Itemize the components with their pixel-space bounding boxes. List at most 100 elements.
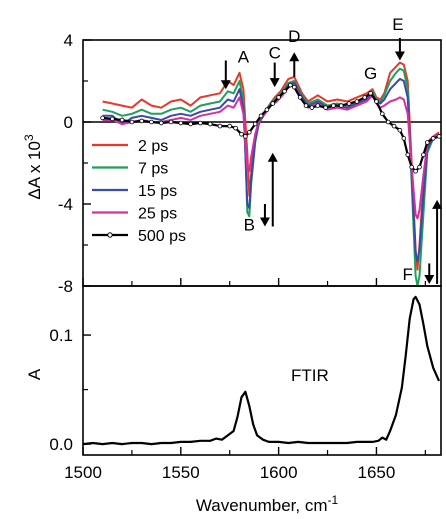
arrow-head xyxy=(259,217,270,227)
legend-label: 500 ps xyxy=(138,228,186,245)
data-point xyxy=(188,121,193,127)
legend-label: 2 ps xyxy=(138,138,168,155)
data-point xyxy=(258,113,264,119)
top-panel: 4 0 -4 -8 A B CD G E F xyxy=(58,15,443,296)
x-tick-label: 1550 xyxy=(162,463,200,482)
data-point xyxy=(417,164,422,170)
data-point xyxy=(331,103,336,108)
arrow-head xyxy=(394,51,405,61)
peak-label-G: G xyxy=(364,64,377,83)
data-point xyxy=(282,88,287,94)
data-point xyxy=(252,121,258,127)
data-point xyxy=(207,121,213,127)
data-point xyxy=(119,117,125,123)
data-point xyxy=(362,95,368,100)
x-tick-label: 1500 xyxy=(64,463,102,482)
data-point xyxy=(227,123,233,129)
series-line-2-ps xyxy=(102,61,440,271)
x-tick-label: 1600 xyxy=(260,463,298,482)
ftir-label: FTIR xyxy=(291,366,329,385)
data-point xyxy=(243,134,248,139)
data-point xyxy=(276,95,281,100)
arrow-head xyxy=(269,78,280,88)
arrow-down xyxy=(259,204,270,227)
legend-label: 7 ps xyxy=(138,161,168,178)
y-tick-label: 0 xyxy=(64,113,73,132)
data-point xyxy=(397,127,403,133)
y-axis-title-bottom: A xyxy=(25,368,44,380)
data-point xyxy=(391,123,397,129)
peak-label-D: D xyxy=(288,27,300,46)
arrow-head xyxy=(424,274,435,284)
arrow-head xyxy=(432,199,443,209)
data-point xyxy=(239,132,244,137)
arrow-down xyxy=(424,263,435,284)
y-axis-title-top: ΔA x 103 xyxy=(22,134,44,200)
data-point xyxy=(233,125,238,131)
data-point xyxy=(288,82,293,88)
data-point xyxy=(436,134,442,139)
data-point xyxy=(198,120,203,126)
y-axis-title-main: ΔA x 10 xyxy=(25,141,44,200)
x-tick-label: 1650 xyxy=(358,463,396,482)
y-tick-label: -8 xyxy=(58,277,73,296)
ftir-line xyxy=(82,295,441,446)
data-point xyxy=(413,168,418,174)
arrow-up xyxy=(289,52,300,77)
y-axis-title-sup: 3 xyxy=(22,134,36,141)
bottom-plot-frame xyxy=(82,285,442,456)
data-point xyxy=(110,116,115,122)
peak-label-B: B xyxy=(244,216,255,235)
data-point xyxy=(346,101,352,106)
y-tick-label: 0.0 xyxy=(49,435,73,454)
arrow-head xyxy=(220,80,231,90)
data-point xyxy=(421,152,426,158)
data-point xyxy=(100,115,105,121)
peak-label-F: F xyxy=(403,265,413,284)
data-point xyxy=(178,120,184,126)
arrow-up xyxy=(267,152,278,227)
arrow-head xyxy=(267,152,278,162)
data-point xyxy=(129,119,135,125)
y-tick-label: 0.1 xyxy=(49,326,73,345)
peak-label-C: C xyxy=(269,43,281,62)
y-tick-label: -4 xyxy=(58,195,73,214)
data-point xyxy=(409,164,414,170)
data-point xyxy=(139,118,144,124)
data-point xyxy=(297,95,303,100)
data-point xyxy=(430,136,436,141)
legend-label: 25 ps xyxy=(138,206,177,223)
data-point xyxy=(158,120,164,126)
legend: 2 ps 7 ps 15 ps 25 ps 500 ps xyxy=(92,138,186,245)
legend-marker xyxy=(107,232,113,238)
peak-label-A: A xyxy=(238,48,250,67)
top-plot-frame xyxy=(82,39,442,287)
data-point xyxy=(380,111,385,117)
data-point xyxy=(303,103,309,108)
data-point xyxy=(425,140,430,145)
data-point xyxy=(246,129,252,135)
peak-label-E: E xyxy=(392,15,403,34)
axis-labels: ΔA x 103 A Wavenumber, cm-1 xyxy=(22,134,338,515)
data-point xyxy=(270,101,276,106)
arrow-down xyxy=(269,62,280,88)
data-point xyxy=(401,136,407,141)
arrow-head xyxy=(289,52,300,62)
series-line-7-ps xyxy=(102,67,440,287)
arrow-up xyxy=(432,199,443,284)
data-point xyxy=(323,105,328,110)
data-point xyxy=(354,99,360,104)
data-point xyxy=(385,119,391,125)
data-point xyxy=(309,105,315,110)
x-axis-title-sup: -1 xyxy=(327,493,338,507)
data-point xyxy=(374,99,379,104)
bottom-panel: 0.1 0.0 1500 1550 1600 1650 FTIR xyxy=(49,285,442,482)
data-point xyxy=(217,123,223,129)
data-point xyxy=(405,152,411,158)
x-axis-title: Wavenumber, cm-1 xyxy=(196,493,339,515)
data-point xyxy=(291,84,297,90)
data-point xyxy=(168,119,174,125)
data-point xyxy=(149,119,154,125)
y-tick-label: 4 xyxy=(64,31,73,50)
